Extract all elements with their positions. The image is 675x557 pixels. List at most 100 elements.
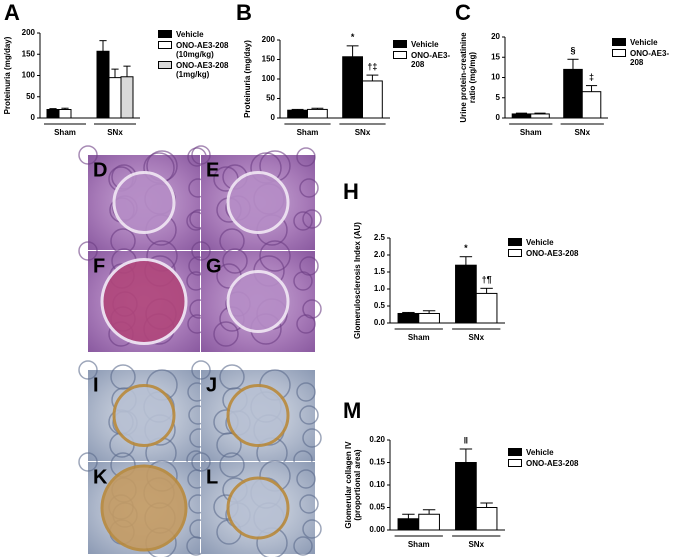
y-tick-label: 1.5: [374, 267, 386, 276]
tubule: [78, 241, 98, 261]
error-bar: [111, 68, 119, 78]
tubule: [78, 452, 98, 472]
tubule: [296, 147, 316, 167]
legend-entry: Vehicle: [508, 238, 588, 247]
bar: [96, 50, 110, 119]
legend: Vehicle ONO-AE3-208: [612, 38, 674, 69]
legend-entry: ONO-AE3-208: [393, 51, 463, 69]
error-bar: [49, 108, 57, 110]
x-tick-label: Sham: [408, 540, 430, 549]
annotation: ‡: [589, 72, 594, 82]
bar: [397, 518, 420, 531]
bar: [362, 80, 383, 119]
glomerulus: [112, 171, 176, 234]
bar: [108, 77, 122, 119]
x-tick-label: Sham: [520, 128, 542, 137]
bar: [418, 312, 440, 324]
bar: [475, 292, 498, 324]
y-tick-label: 50: [26, 92, 35, 101]
bar: [58, 109, 72, 119]
legend-entry: ONO-AE3-208 (1mg/kg): [158, 61, 236, 79]
legend-swatch: [158, 41, 172, 49]
annotation: *: [464, 243, 468, 253]
panel-label: H: [343, 179, 359, 204]
tubule: [110, 364, 136, 390]
annotation: ‖: [464, 435, 468, 445]
error-bar: [402, 311, 415, 314]
x-tick-label: SNx: [107, 128, 123, 137]
micrograph: J: [191, 360, 322, 470]
tubule: [302, 428, 322, 448]
y-tick-label: 10: [491, 73, 500, 82]
bar: [342, 56, 364, 119]
y-tick-label: 0.5: [374, 301, 386, 310]
tubule: [219, 452, 245, 478]
legend-label: ONO-AE3-208 (1mg/kg): [176, 61, 229, 79]
error-bar: [534, 112, 546, 114]
panel-label: L: [206, 466, 218, 488]
legend-label: ONO-AE3-208 (10mg/kg): [176, 41, 229, 59]
micrograph: K: [78, 452, 209, 557]
annotation: †‡: [367, 61, 377, 71]
tubule: [293, 271, 313, 291]
bar: [563, 68, 583, 119]
x-tick-label: SNx: [355, 128, 371, 137]
y-tick-label: 0: [31, 113, 36, 122]
legend-swatch: [158, 61, 172, 69]
tubule: [299, 494, 319, 514]
panel-label: D: [93, 159, 107, 181]
legend-swatch: [393, 40, 407, 48]
error-bar: [480, 287, 493, 294]
y-tick-label: 150: [262, 55, 276, 64]
y-tick-label: 0.05: [369, 503, 385, 512]
micrograph: F: [78, 240, 209, 352]
error-bar: [480, 502, 493, 508]
panel-label: F: [93, 255, 105, 277]
micrograph: L: [191, 452, 322, 557]
x-tick-label: Sham: [408, 333, 430, 342]
panel-label: B: [236, 0, 252, 25]
micrograph: D: [78, 145, 209, 254]
y-tick-label: 200: [262, 35, 276, 44]
y-tick-label: 100: [262, 74, 276, 83]
legend-swatch: [508, 238, 522, 246]
legend-label: ONO-AE3-208: [630, 49, 670, 67]
panel-label: J: [206, 374, 217, 396]
glomerulus: [100, 464, 188, 552]
y-tick-label: 150: [22, 49, 36, 58]
legend-swatch: [508, 249, 522, 257]
panel-label: I: [93, 374, 99, 396]
bar: [120, 76, 134, 119]
legend: Vehicle ONO-AE3-208: [508, 448, 588, 470]
panel-label: K: [93, 466, 108, 488]
legend-entry: ONO-AE3-208: [508, 249, 588, 258]
tubule: [302, 209, 322, 229]
micrograph: G: [191, 240, 322, 352]
error-bar: [422, 310, 436, 314]
legend-label: Vehicle: [526, 238, 554, 247]
legend-label: Vehicle: [526, 448, 554, 457]
x-tick-label: SNx: [468, 540, 484, 549]
bar: [455, 462, 477, 531]
legend: Vehicle ONO-AE3-208: [393, 40, 463, 71]
error-bar: [585, 85, 598, 92]
legend-swatch: [158, 30, 172, 38]
error-bar: [422, 509, 436, 515]
y-tick-label: 1.0: [374, 284, 386, 293]
error-bar: [99, 40, 107, 52]
error-bar: [567, 58, 579, 70]
legend-label: Vehicle: [411, 40, 439, 49]
legend-swatch: [508, 448, 522, 456]
error-bar: [311, 107, 324, 110]
tubule: [219, 364, 245, 390]
tubule: [299, 178, 319, 198]
bar: [511, 113, 532, 119]
y-axis-label: Proteinuria (mg/day): [243, 40, 252, 118]
bar: [307, 108, 328, 119]
panel-label: M: [343, 398, 361, 423]
bar: [397, 312, 420, 324]
x-tick-label: Sham: [54, 128, 76, 137]
legend-entry: ONO-AE3-208: [508, 459, 588, 468]
panel-label: A: [4, 0, 20, 25]
